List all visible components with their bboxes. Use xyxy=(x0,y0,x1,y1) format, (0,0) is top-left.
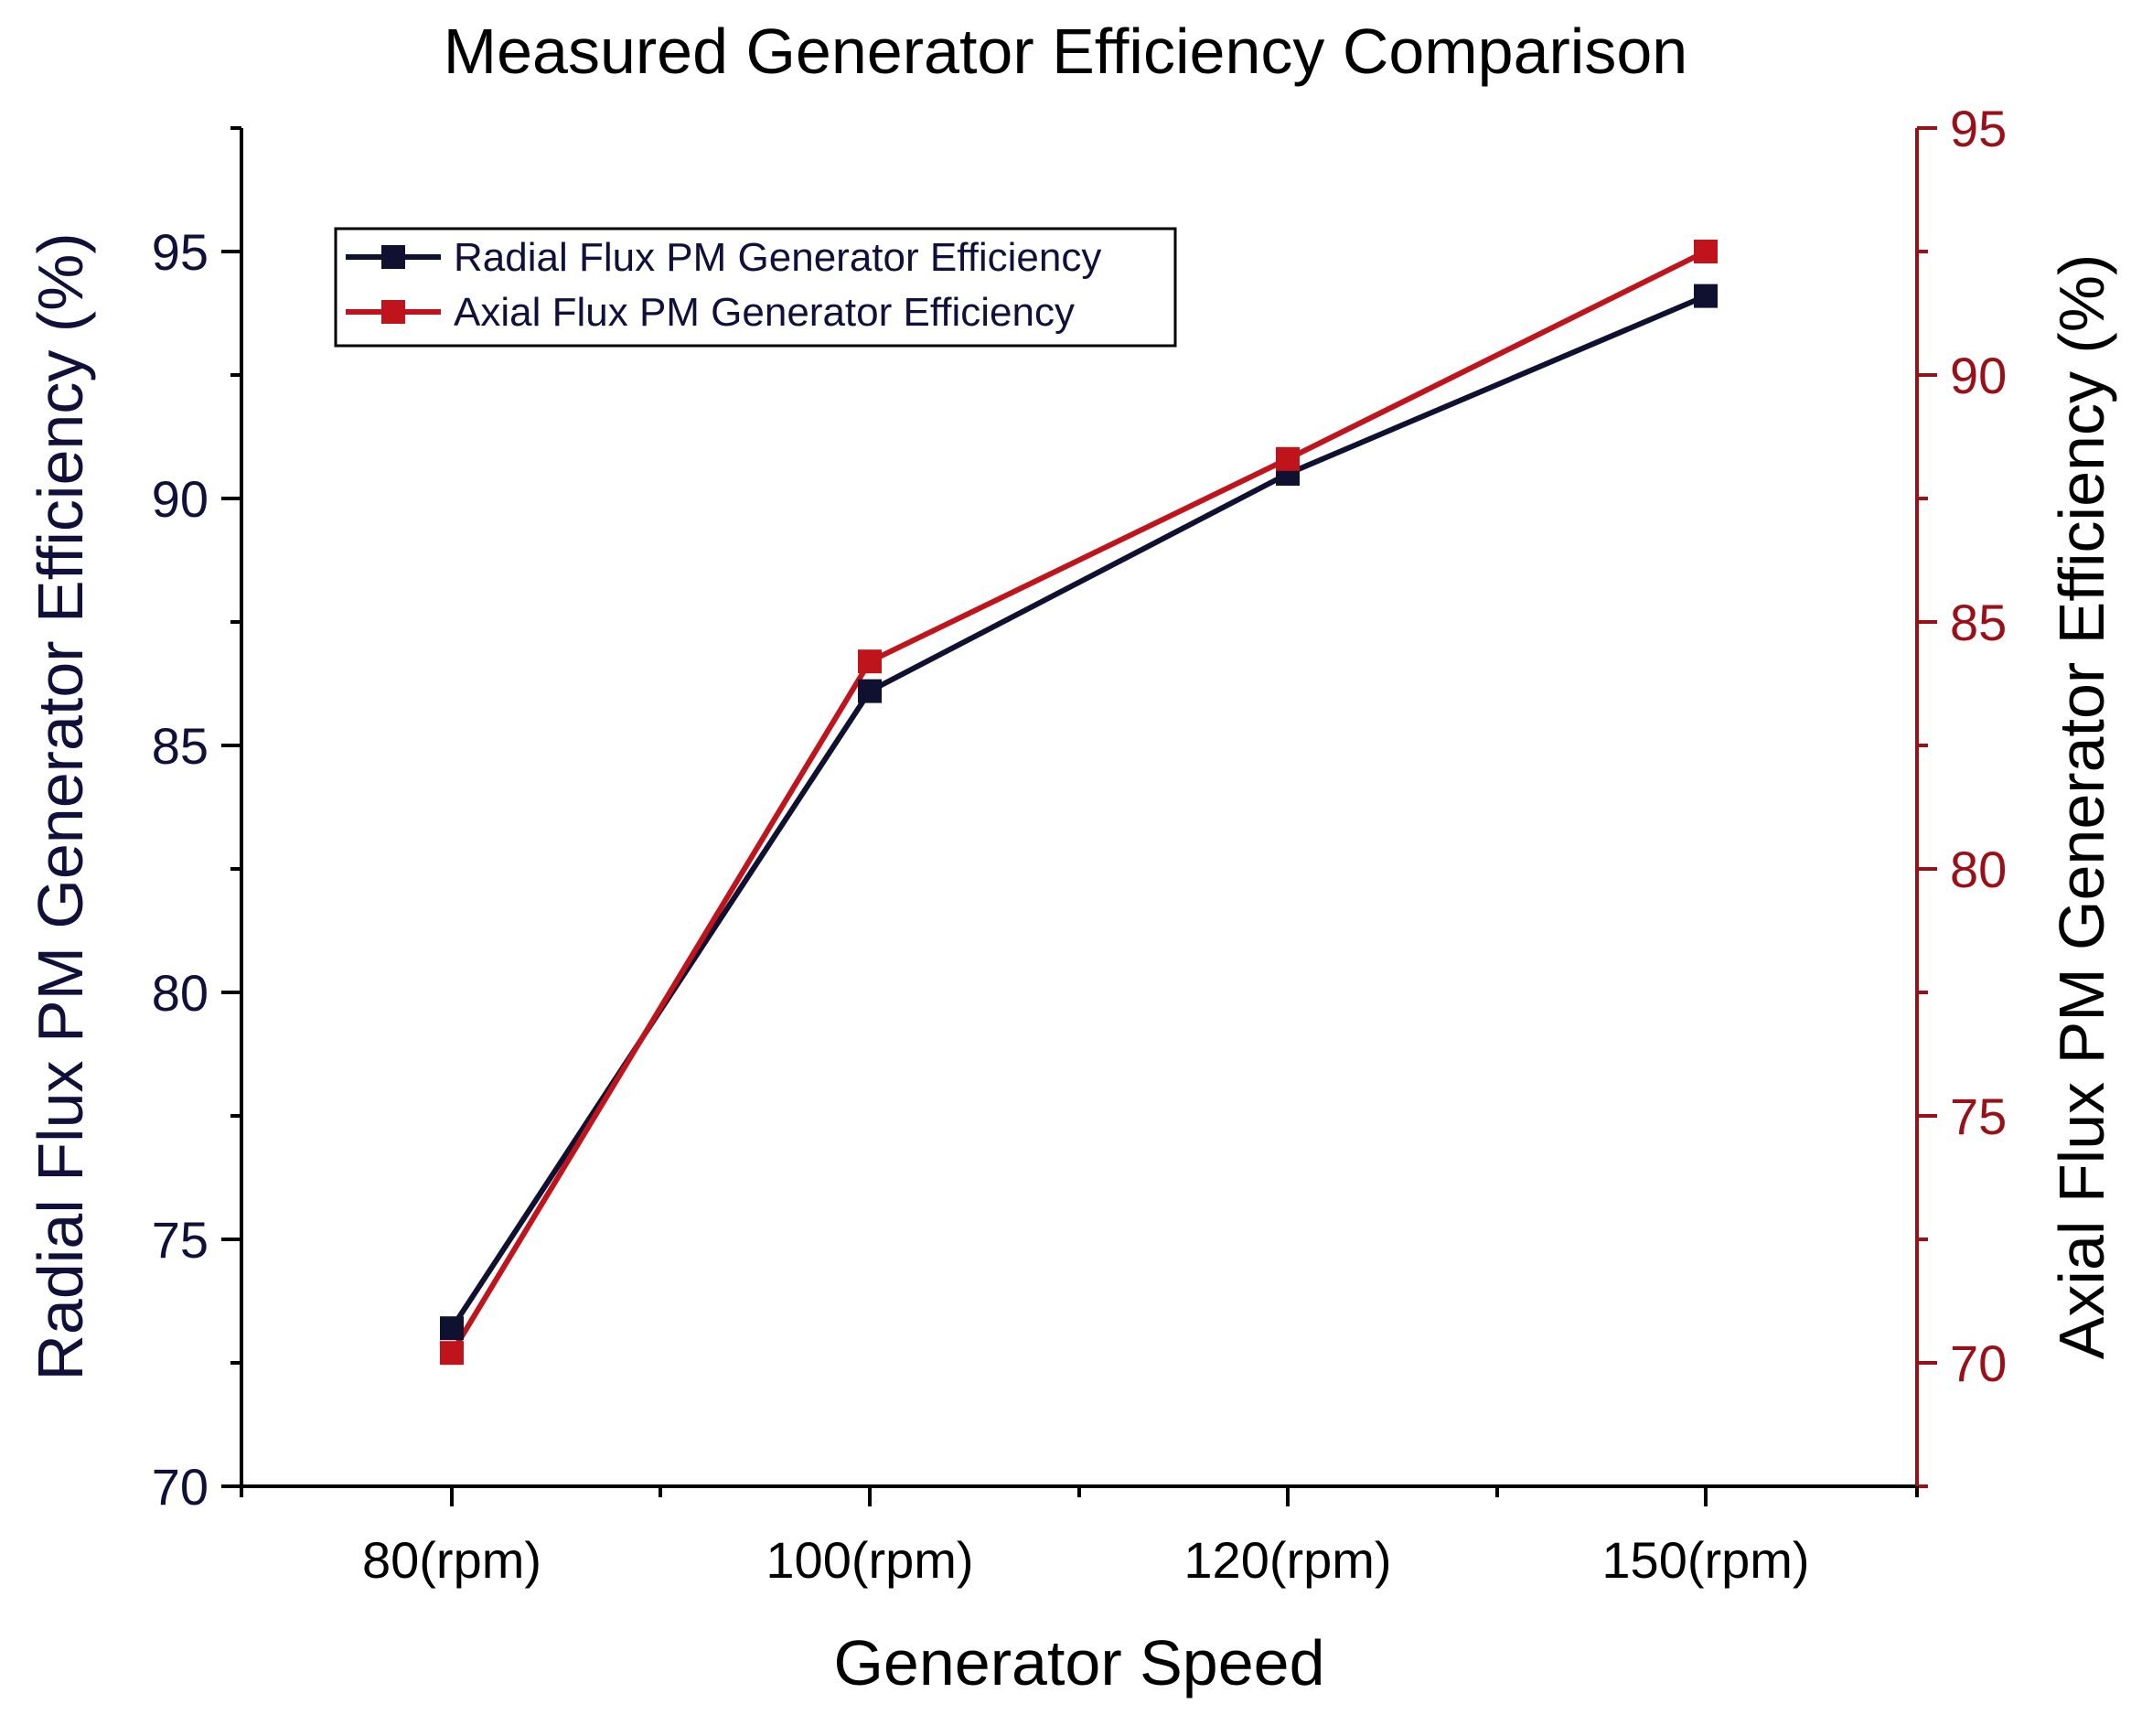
right-y-tick-label: 85 xyxy=(1950,594,2007,651)
left-y-tick-label: 70 xyxy=(152,1458,209,1516)
right-y-axis-ticks: 70 75 80 85 90 95 xyxy=(1917,100,2007,1488)
x-axis-title: Generator Speed xyxy=(833,1627,1324,1698)
series-layer xyxy=(440,240,1718,1366)
legend-label-radial: Radial Flux PM Generator Efficiency xyxy=(454,235,1101,280)
legend-label-axial: Axial Flux PM Generator Efficiency xyxy=(454,290,1075,335)
x-tick-label: 120(rpm) xyxy=(1183,1531,1391,1589)
x-axis-ticks: 80(rpm) 100(rpm) 120(rpm) 150(rpm) xyxy=(240,1486,1919,1589)
data-point-axial xyxy=(858,649,882,674)
data-point-axial xyxy=(1694,240,1718,263)
left-y-tick-label: 90 xyxy=(152,470,209,528)
chart-title: Measured Generator Efficiency Comparison xyxy=(444,16,1687,87)
legend-box xyxy=(334,227,1177,348)
right-y-tick-label: 70 xyxy=(1950,1334,2007,1392)
x-tick-label: 80(rpm) xyxy=(362,1531,541,1589)
data-point-axial xyxy=(440,1341,464,1366)
legend: Radial Flux PM Generator Efficiency Axia… xyxy=(334,227,1177,348)
series-line-radial xyxy=(449,293,1708,1330)
legend-marker-radial xyxy=(381,245,405,269)
left-y-axis-ticks: 70 75 80 85 90 95 xyxy=(152,126,241,1516)
x-tick-label: 100(rpm) xyxy=(766,1531,973,1589)
series-line-axial xyxy=(449,249,1708,1355)
right-y-tick-label: 95 xyxy=(1950,100,2007,157)
right-y-tick-label: 75 xyxy=(1950,1088,2007,1145)
left-y-axis-title: Radial Flux PM Generator Efficiency (%) xyxy=(25,232,96,1380)
left-y-tick-label: 80 xyxy=(152,964,209,1022)
left-y-tick-label: 95 xyxy=(152,223,209,281)
right-y-tick-label: 80 xyxy=(1950,841,2007,898)
data-point-radial xyxy=(1694,284,1718,308)
data-point-radial xyxy=(858,679,882,703)
right-y-tick-label: 90 xyxy=(1950,347,2007,404)
left-y-tick-label: 85 xyxy=(152,717,209,775)
data-point-radial xyxy=(440,1316,464,1341)
left-y-tick-label: 75 xyxy=(152,1211,209,1269)
right-y-axis-title: Axial Flux PM Generator Efficiency (%) xyxy=(2046,254,2117,1360)
legend-marker-axial xyxy=(381,300,405,324)
data-point-axial xyxy=(1276,446,1300,471)
x-tick-label: 150(rpm) xyxy=(1601,1531,1809,1589)
